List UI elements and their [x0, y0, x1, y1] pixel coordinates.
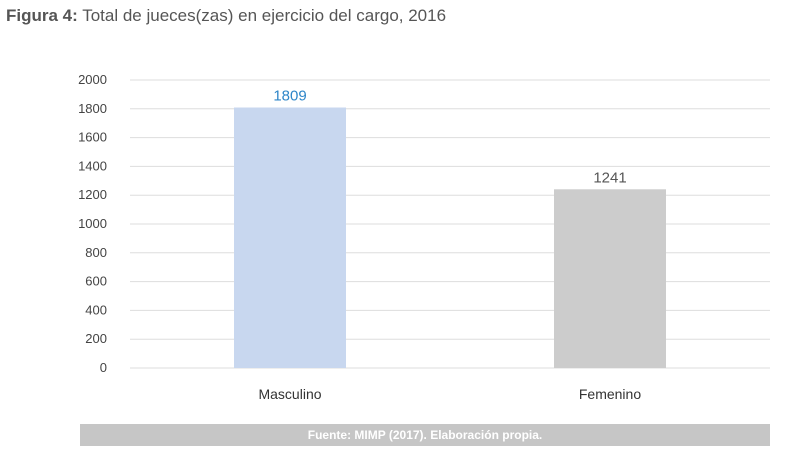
y-tick-label: 0 — [100, 360, 107, 375]
title-text: Total de jueces(zas) en ejercicio del ca… — [82, 6, 447, 25]
y-tick-label: 1600 — [78, 130, 107, 145]
y-tick-label: 1200 — [78, 187, 107, 202]
data-labels: 1809 1241 — [273, 88, 626, 187]
bars — [234, 107, 666, 368]
grid-lines — [130, 79, 770, 369]
source-note: Fuente: MIMP (2017). Elaboración propia. — [80, 424, 770, 446]
y-tick-label: 200 — [85, 331, 107, 346]
x-tick-label-femenino: Femenino — [579, 386, 641, 402]
y-tick-label: 1000 — [78, 216, 107, 231]
y-tick-label: 1400 — [78, 158, 107, 173]
y-tick-label: 2000 — [78, 72, 107, 87]
x-axis-ticks: Masculino Femenino — [258, 386, 641, 402]
y-axis-ticks: 0 200 400 600 800 1000 1200 1400 1600 1800 2000 — [78, 72, 107, 375]
bar-masculino — [234, 107, 346, 368]
y-tick-label: 600 — [85, 274, 107, 289]
y-tick-label: 400 — [85, 302, 107, 317]
chart-title: Figura 4: Total de jueces(zas) en ejerci… — [6, 6, 446, 26]
y-tick-label: 800 — [85, 245, 107, 260]
data-label-femenino: 1241 — [593, 169, 626, 186]
bar-femenino — [554, 189, 666, 368]
x-tick-label-masculino: Masculino — [258, 386, 321, 402]
data-label-masculino: 1809 — [273, 88, 306, 105]
y-tick-label: 1800 — [78, 101, 107, 116]
figure-label: Figura 4: — [6, 6, 78, 25]
